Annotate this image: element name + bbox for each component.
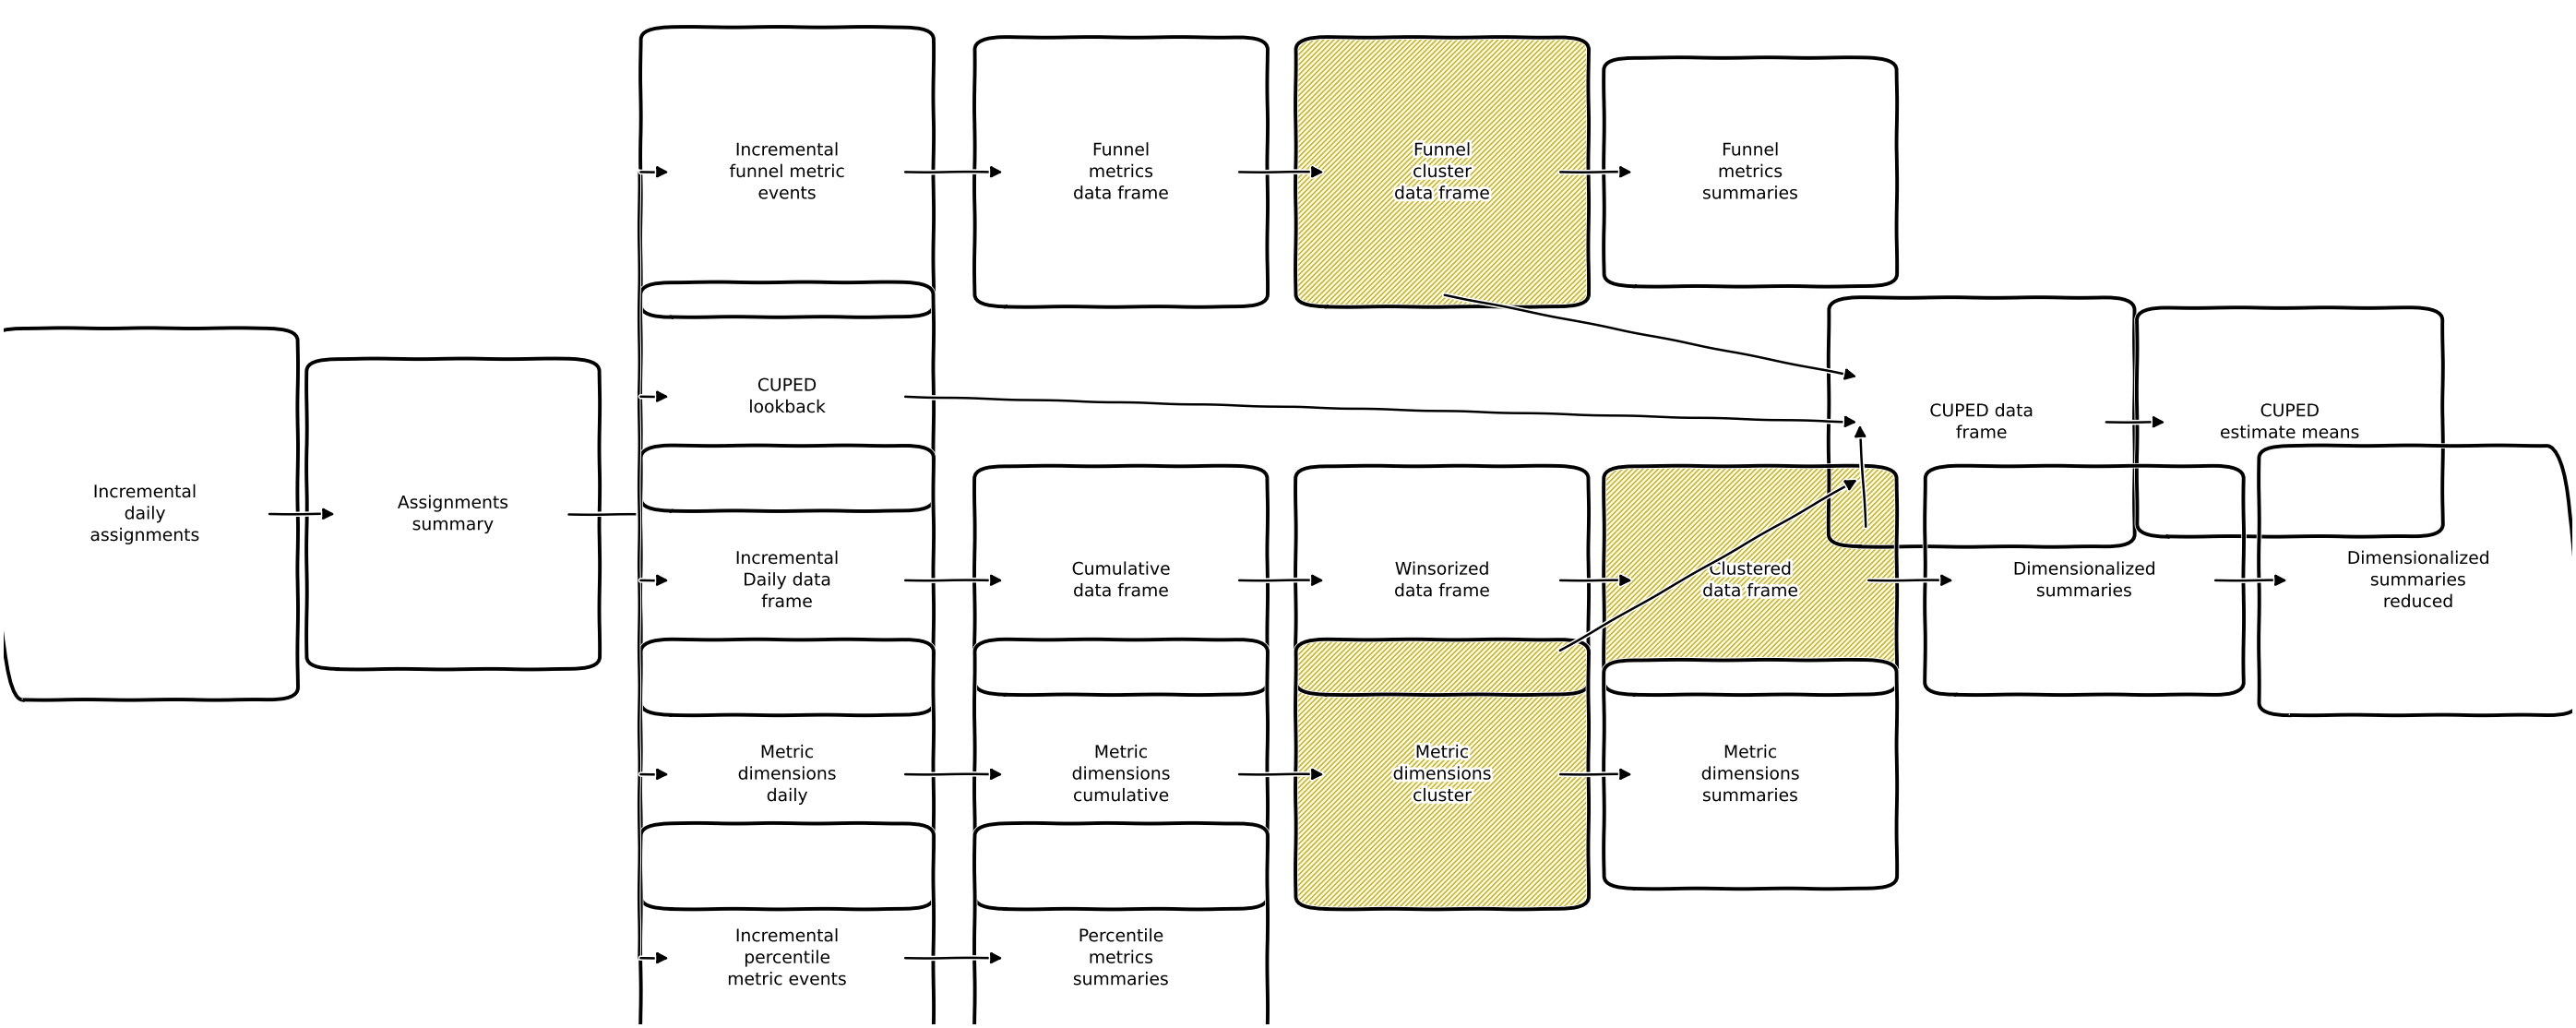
- FancyBboxPatch shape: [974, 823, 1267, 1028]
- Text: Cumulative
data frame: Cumulative data frame: [1072, 560, 1170, 600]
- Text: CUPED
lookback: CUPED lookback: [750, 377, 824, 416]
- FancyBboxPatch shape: [1924, 466, 2244, 695]
- FancyBboxPatch shape: [1296, 37, 1589, 306]
- FancyBboxPatch shape: [1605, 58, 1896, 287]
- FancyBboxPatch shape: [1605, 660, 1896, 888]
- FancyBboxPatch shape: [1605, 466, 1896, 695]
- FancyBboxPatch shape: [641, 639, 933, 909]
- Text: Incremental
percentile
metric events: Incremental percentile metric events: [726, 927, 848, 989]
- Text: Funnel
cluster
data frame: Funnel cluster data frame: [1394, 142, 1489, 203]
- FancyBboxPatch shape: [0, 328, 299, 700]
- FancyBboxPatch shape: [641, 283, 933, 511]
- Text: Funnel
metrics
summaries: Funnel metrics summaries: [1703, 142, 1798, 203]
- FancyBboxPatch shape: [1296, 639, 1589, 909]
- Text: Winsorized
data frame: Winsorized data frame: [1394, 560, 1489, 600]
- FancyBboxPatch shape: [2138, 307, 2442, 537]
- Text: Assignments
summary: Assignments summary: [397, 494, 507, 534]
- FancyBboxPatch shape: [974, 466, 1267, 695]
- Text: Metric
dimensions
cumulative: Metric dimensions cumulative: [1072, 744, 1170, 805]
- Text: Funnel
metrics
data frame: Funnel metrics data frame: [1074, 142, 1170, 203]
- Text: Metric
dimensions
daily: Metric dimensions daily: [737, 744, 837, 805]
- Text: Incremental
Daily data
frame: Incremental Daily data frame: [734, 550, 840, 611]
- FancyBboxPatch shape: [641, 27, 933, 317]
- FancyBboxPatch shape: [974, 37, 1267, 306]
- Text: Dimensionalized
summaries: Dimensionalized summaries: [2012, 560, 2156, 600]
- Text: CUPED data
frame: CUPED data frame: [1929, 403, 2032, 442]
- FancyBboxPatch shape: [641, 823, 933, 1028]
- Text: CUPED
estimate means: CUPED estimate means: [2221, 403, 2360, 442]
- Text: Incremental
daily
assignments: Incremental daily assignments: [90, 483, 201, 545]
- Text: Dimensionalized
summaries
reduced: Dimensionalized summaries reduced: [2347, 550, 2488, 611]
- Text: Clustered
data frame: Clustered data frame: [1703, 560, 1798, 600]
- Text: Incremental
funnel metric
events: Incremental funnel metric events: [729, 142, 845, 203]
- FancyBboxPatch shape: [974, 639, 1267, 909]
- Text: Percentile
metrics
summaries: Percentile metrics summaries: [1072, 927, 1170, 989]
- FancyBboxPatch shape: [641, 445, 933, 715]
- FancyBboxPatch shape: [307, 359, 600, 669]
- Text: Metric
dimensions
summaries: Metric dimensions summaries: [1700, 744, 1801, 805]
- FancyBboxPatch shape: [1829, 297, 2136, 547]
- Text: Metric
dimensions
cluster: Metric dimensions cluster: [1394, 744, 1492, 805]
- FancyBboxPatch shape: [1296, 466, 1589, 695]
- FancyBboxPatch shape: [2259, 445, 2576, 715]
